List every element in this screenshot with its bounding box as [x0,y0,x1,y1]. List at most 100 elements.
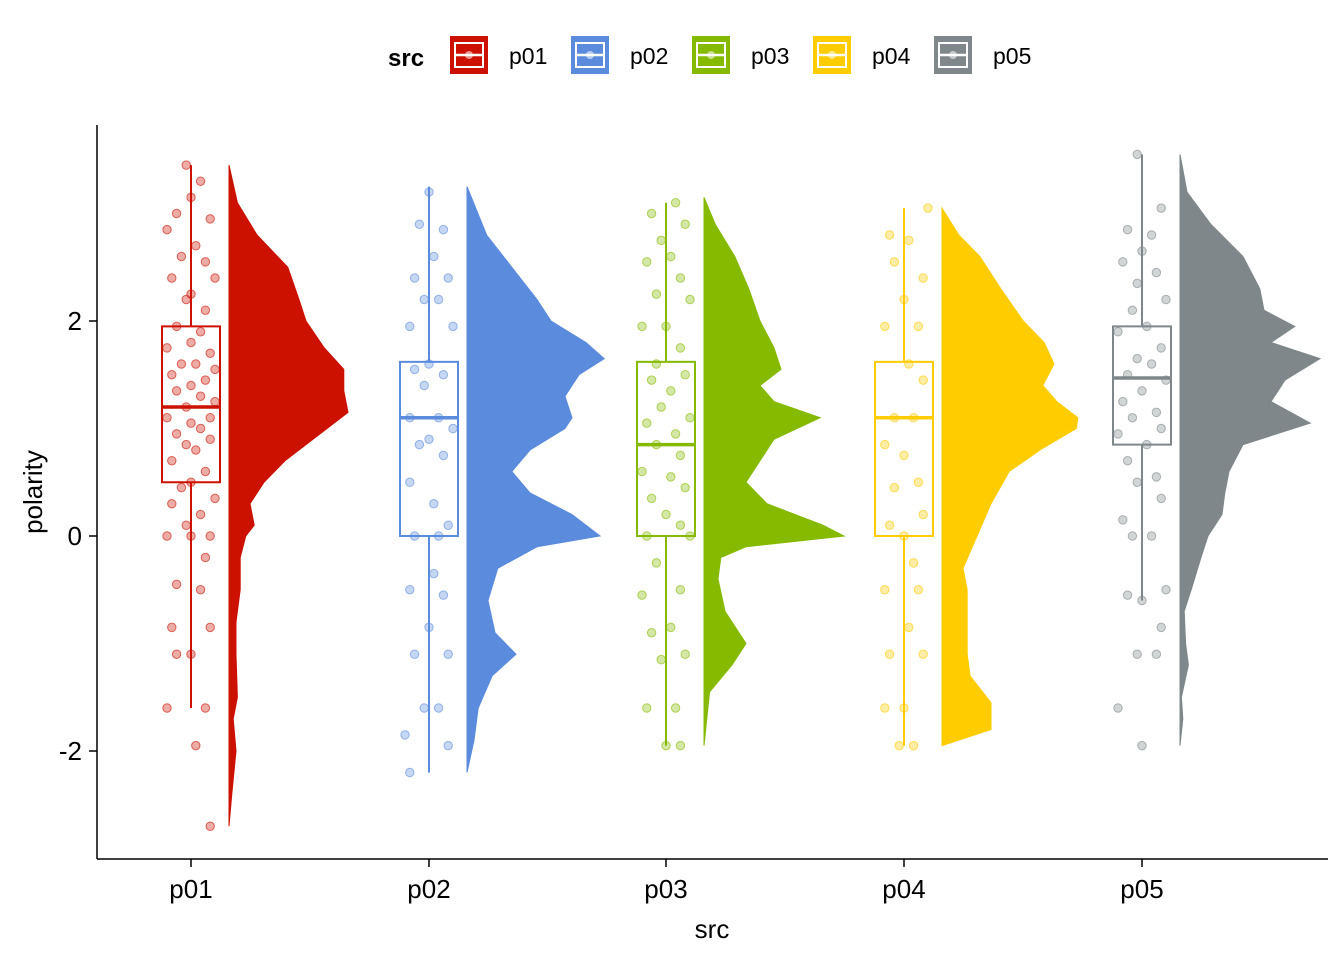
data-point [1113,703,1123,713]
data-point [1156,622,1166,633]
data-point [680,649,690,659]
legend-label: p04 [872,43,911,69]
data-point [675,450,686,461]
y-ticks: -2 0 2 [59,306,97,766]
box-iqr [636,360,696,537]
y-tick-label: 2 [68,306,82,336]
data-point [1127,305,1138,315]
data-point [1132,278,1142,289]
data-point [913,321,924,332]
data-point [685,294,695,305]
data-point [186,337,196,348]
legend-key-point [586,51,594,59]
data-point [1161,294,1171,305]
data-point [181,520,191,530]
data-point [191,241,201,251]
data-point [899,450,909,461]
legend-label: p03 [751,43,789,69]
axes: -2 0 2 p01 p02 p03 p04 p05 src polarity [18,125,1328,944]
data-point [162,224,172,235]
half-violins [228,154,1322,827]
y-axis-title: polarity [18,450,48,534]
data-point [167,499,177,509]
data-point [200,257,211,267]
data-point [167,273,177,283]
data-point [680,482,690,493]
data-point [637,590,647,600]
data-point [409,273,420,283]
data-point [409,364,420,375]
data-point [205,622,215,633]
data-point [642,257,652,267]
data-point [181,294,191,305]
box-iqr [1112,325,1172,446]
data-point [1137,386,1147,396]
legend-key-point [949,51,957,59]
data-point [656,235,666,246]
data-point [884,520,895,530]
data-point [438,224,449,235]
data-point [176,482,187,493]
data-point [210,364,220,375]
data-point [918,649,928,659]
data-point [880,703,890,713]
data-point [195,327,206,337]
box-iqr [161,325,221,484]
data-point [918,375,928,385]
x-tick-label: p02 [407,874,450,904]
data-point [191,445,201,455]
data-point [637,466,647,477]
boxplots [161,154,1172,773]
data-point [176,251,187,262]
density-half-violin [228,165,349,827]
data-point [205,821,215,831]
data-point [1122,590,1133,600]
data-point [904,622,914,633]
data-point [1118,396,1128,407]
data-point [171,579,182,590]
data-point [656,654,666,665]
data-point [429,499,439,509]
data-point [438,450,449,461]
data-point [167,370,177,380]
data-point [1132,149,1142,160]
data-point [443,520,453,530]
data-point [661,509,671,520]
data-point [637,321,647,332]
data-point [162,413,172,423]
data-point [675,740,686,751]
data-point [651,289,662,299]
data-point [680,219,690,229]
data-point [1161,585,1171,595]
data-point [186,380,196,391]
data-point [409,649,420,659]
data-point [162,531,172,541]
data-point [904,235,914,246]
data-point [666,251,676,262]
data-point [1156,203,1166,213]
data-point [205,531,215,541]
data-point [433,703,444,713]
data-point [405,321,415,332]
data-point [162,703,172,713]
data-point [424,434,434,444]
data-point [171,208,182,219]
data-point [167,622,177,633]
data-point [195,391,206,401]
data-point [889,482,900,493]
legend-key-point [828,51,836,59]
data-point [1127,413,1138,423]
data-point [1122,224,1133,235]
data-point [210,396,220,407]
data-point [181,439,191,450]
data-point [1113,429,1123,439]
data-point [923,203,933,213]
y-tick-label: 0 [68,521,82,551]
legend-label: p02 [630,43,668,69]
box-iqr [399,360,459,537]
data-point [1156,423,1166,434]
data-point [894,740,904,751]
data-point [685,413,695,423]
data-point [1156,493,1166,504]
data-point [205,413,215,423]
